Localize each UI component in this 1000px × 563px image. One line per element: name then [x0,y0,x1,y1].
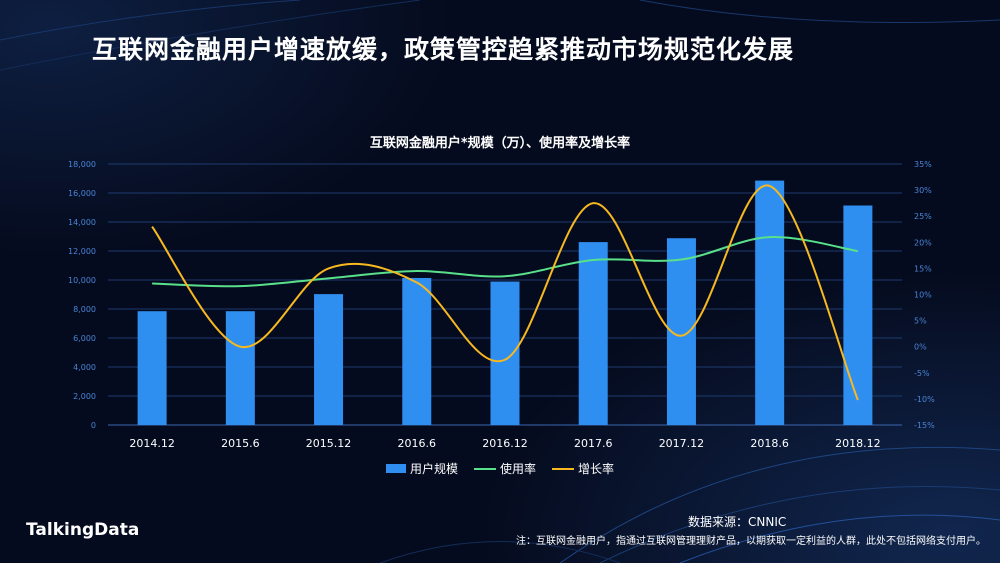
bar [578,242,608,425]
y-right-tick-label: 30% [914,186,932,195]
y-right-tick-label: 20% [914,238,932,247]
brand-logo: TalkingData [26,520,140,540]
y-left-tick-label: 18,000 [68,160,96,169]
legend-usage-swatch [473,467,496,470]
data-source: 数据来源：CNNIC [688,515,787,529]
y-left-tick-label: 12,000 [68,247,96,256]
legend-item-growth[interactable]: 增长率 [552,460,614,477]
y-left-tick-label: 6,000 [73,334,96,343]
y-right-tick-label: 15% [914,264,932,273]
y-left-tick-label: 10,000 [68,276,96,285]
bar [402,277,432,425]
y-right-tick-label: -5% [914,369,930,378]
bar [225,311,255,425]
legend-label-usage: 使用率 [499,462,536,476]
growth-rate-line [151,184,859,401]
y-left-tick-label: 4,000 [73,363,96,372]
x-tick-label: 2018.6 [750,437,789,450]
y-left-tick-label: 2,000 [73,392,96,401]
y-right-tick-label: 25% [914,212,932,221]
y-right-tick-label: 10% [914,291,932,300]
bar [314,294,344,425]
y-left-tick-label: 0 [91,421,96,430]
y-right-tick-label: -15% [914,421,935,430]
bar [755,180,785,425]
footnote: 注：互联网金融用户，指通过互联网管理理财产品，以期获取一定利益的人群，此处不包括… [516,536,986,547]
bar [843,205,873,425]
y-right-tick-label: 0% [914,343,927,352]
y-right-tick-label: 35% [914,160,932,169]
y-right-tick-label: -10% [914,395,935,404]
bar [490,281,520,425]
y-left-tick-label: 8,000 [73,305,96,314]
x-tick-label: 2016.6 [398,437,437,450]
y-left-tick-label: 16,000 [68,189,96,198]
bar [137,311,167,425]
x-tick-label: 2017.12 [659,437,705,450]
x-tick-label: 2014.12 [129,437,175,450]
chart-title: 互联网金融用户*规模（万）、使用率及增长率 [369,136,631,151]
x-tick-label: 2017.6 [574,437,613,450]
x-tick-label: 2015.12 [306,437,352,450]
y-right-tick-label: 5% [914,317,927,326]
legend-growth-swatch [552,467,574,470]
legend-bar-swatch [385,464,406,473]
legend-item-scale[interactable]: 用户规模 [385,460,458,477]
legend-label-growth: 增长率 [578,462,615,476]
x-tick-label: 2018.12 [835,437,881,450]
legend-item-usage[interactable]: 使用率 [473,460,536,477]
page-title: 互联网金融用户增速放缓，政策管控趋紧推动市场规范化发展 [92,35,795,64]
x-tick-label: 2016.12 [482,437,528,450]
y-left-tick-label: 14,000 [68,218,96,227]
chart-legend: 用户规模 使用率 增长率 [0,460,1000,477]
x-tick-label: 2015.6 [221,437,260,450]
usage-rate-line [152,236,859,288]
legend-label-scale: 用户规模 [409,462,458,476]
